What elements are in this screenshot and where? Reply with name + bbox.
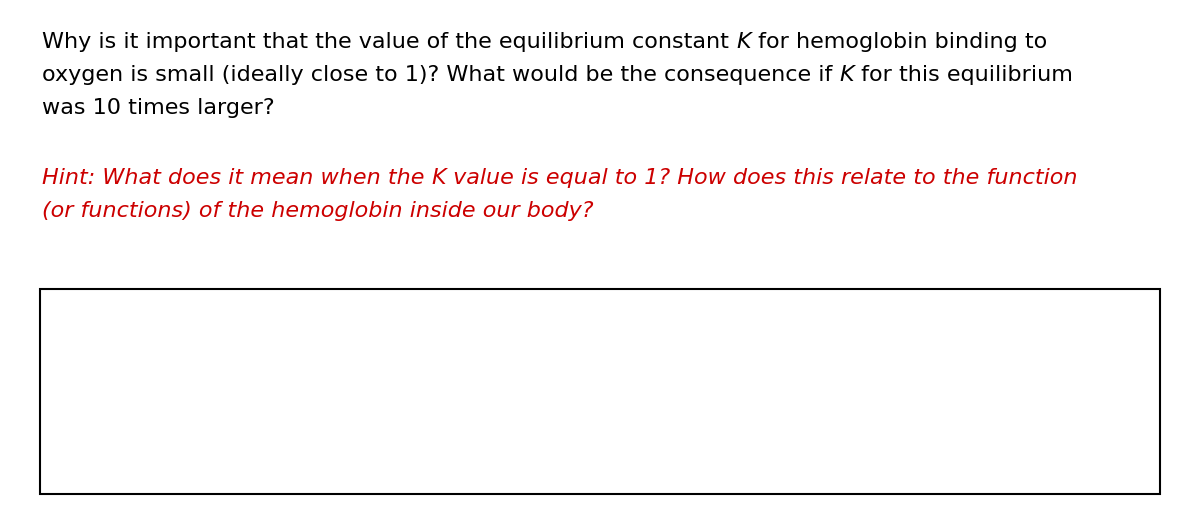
Bar bbox=[40, 290, 1160, 494]
Text: was 10 times larger?: was 10 times larger? bbox=[42, 98, 275, 118]
Text: value is equal to 1? How does this relate to the function: value is equal to 1? How does this relat… bbox=[446, 167, 1078, 188]
Text: (or functions) of the hemoglobin inside our body?: (or functions) of the hemoglobin inside … bbox=[42, 201, 594, 220]
Text: for this equilibrium: for this equilibrium bbox=[854, 65, 1073, 85]
Text: for hemoglobin binding to: for hemoglobin binding to bbox=[751, 32, 1046, 52]
Text: Why is it important that the value of the equilibrium constant: Why is it important that the value of th… bbox=[42, 32, 736, 52]
Text: oxygen is small (ideally close to 1)? What would be the consequence if: oxygen is small (ideally close to 1)? Wh… bbox=[42, 65, 840, 85]
Text: K: K bbox=[432, 167, 446, 188]
Text: K: K bbox=[736, 32, 751, 52]
Text: K: K bbox=[840, 65, 854, 85]
Text: Hint: What does it mean when the: Hint: What does it mean when the bbox=[42, 167, 432, 188]
